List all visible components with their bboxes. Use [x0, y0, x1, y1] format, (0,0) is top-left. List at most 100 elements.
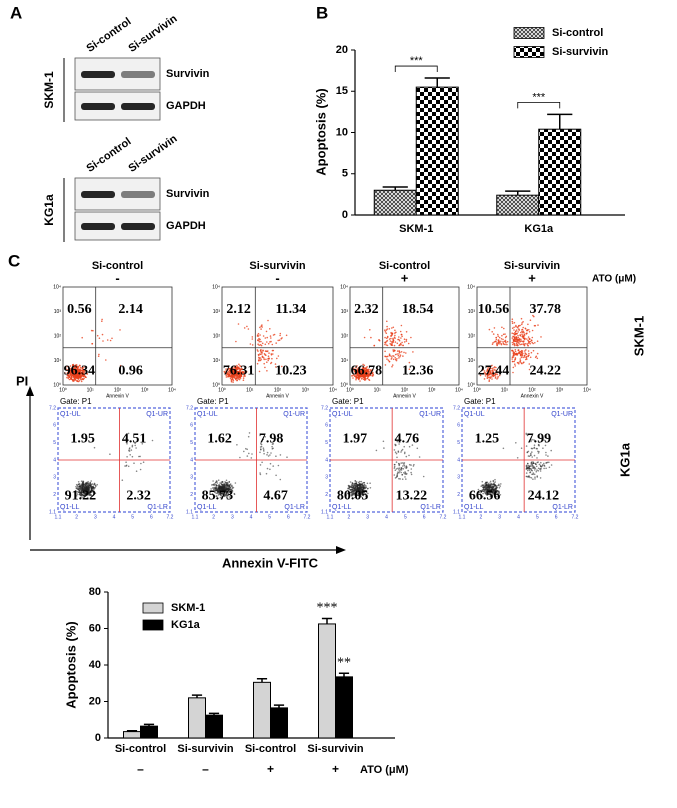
event-dot — [384, 364, 387, 366]
event-dot — [250, 457, 253, 459]
event-dot — [125, 464, 128, 467]
event-dot — [75, 373, 77, 376]
event-dot — [111, 337, 113, 340]
event-dot — [239, 365, 241, 367]
event-dot — [532, 342, 534, 345]
event-dot — [522, 337, 525, 340]
event-dot — [497, 335, 500, 338]
event-dot — [534, 469, 536, 471]
event-dot — [540, 336, 542, 338]
event-dot — [261, 353, 263, 355]
event-dot — [384, 343, 386, 346]
event-dot — [500, 483, 502, 485]
event-dot — [537, 467, 540, 470]
y-tick-label: 20 — [89, 695, 101, 707]
event-dot — [92, 484, 95, 486]
event-dot — [422, 475, 425, 478]
event-dot — [384, 341, 387, 344]
event-dot — [397, 451, 400, 453]
event-dot — [405, 338, 408, 341]
event-dot — [260, 349, 262, 351]
event-dot — [237, 373, 239, 375]
bar — [496, 194, 540, 216]
event-dot — [279, 454, 282, 456]
event-dot — [403, 464, 406, 467]
event-dot — [386, 325, 388, 328]
event-dot — [369, 369, 371, 371]
event-dot — [390, 344, 393, 346]
event-dot — [517, 349, 520, 351]
axis-title: Annexin V-FITC — [222, 555, 319, 570]
event-dot — [491, 485, 493, 488]
event-dot — [529, 319, 532, 322]
tick-label: 5 — [131, 514, 134, 520]
tick-label: 6 — [287, 514, 290, 520]
event-dot — [93, 446, 96, 449]
event-dot — [529, 471, 532, 473]
tick-label: 4 — [190, 457, 193, 463]
event-dot — [140, 462, 142, 465]
event-dot — [263, 452, 265, 455]
event-dot — [220, 483, 223, 486]
event-dot — [73, 375, 75, 377]
event-dot — [536, 447, 538, 450]
column-label: Si-survivin — [504, 260, 561, 272]
event-dot — [362, 484, 364, 487]
event-dot — [395, 461, 398, 463]
column-label: Si-survivin — [249, 260, 306, 272]
event-dot — [78, 370, 80, 372]
event-dot — [85, 371, 87, 373]
event-dot — [230, 379, 233, 382]
cell-label: SKM-1 — [42, 71, 56, 109]
event-dot — [388, 338, 391, 340]
event-dot — [384, 336, 386, 339]
event-dot — [256, 362, 259, 365]
tick-label: 5 — [268, 514, 271, 520]
event-dot — [416, 447, 419, 450]
event-dot — [410, 336, 412, 339]
event-dot — [271, 357, 273, 360]
event-dot — [522, 326, 524, 329]
event-dot — [231, 372, 234, 374]
event-dot — [272, 349, 275, 352]
bar — [205, 714, 223, 739]
event-dot — [525, 467, 528, 470]
event-dot — [277, 464, 280, 467]
event-dot — [531, 451, 533, 453]
event-dot — [513, 329, 515, 331]
event-dot — [258, 359, 260, 362]
quadrant-percent: 24.12 — [528, 489, 560, 504]
event-dot — [498, 336, 501, 339]
tick-label: 10⁴ — [455, 387, 463, 393]
event-dot — [261, 351, 263, 354]
event-dot — [536, 469, 538, 471]
event-dot — [362, 363, 364, 366]
event-dot — [511, 320, 514, 323]
event-dot — [385, 344, 388, 346]
x-subcategory: – — [137, 762, 144, 776]
event-dot — [521, 351, 523, 354]
event-dot — [225, 376, 228, 378]
event-dot — [396, 342, 399, 345]
event-dot — [275, 455, 277, 458]
event-dot — [392, 358, 395, 361]
event-dot — [233, 493, 236, 496]
y-tick-label: 5 — [342, 168, 348, 180]
event-dot — [354, 480, 357, 482]
event-dot — [384, 350, 386, 353]
tick-label: 10² — [468, 333, 476, 339]
event-dot — [236, 366, 238, 369]
event-dot — [277, 355, 280, 357]
event-dot — [227, 485, 230, 487]
event-dot — [392, 337, 394, 340]
event-dot — [527, 455, 530, 457]
event-dot — [95, 485, 97, 487]
band-label: GAPDH — [166, 100, 206, 112]
event-dot — [257, 350, 259, 352]
event-dot — [530, 465, 532, 468]
event-dot — [362, 376, 365, 378]
event-dot — [389, 342, 392, 345]
tick-label: 2 — [190, 492, 193, 498]
band-label: Survivin — [166, 68, 210, 80]
event-dot — [399, 470, 401, 472]
